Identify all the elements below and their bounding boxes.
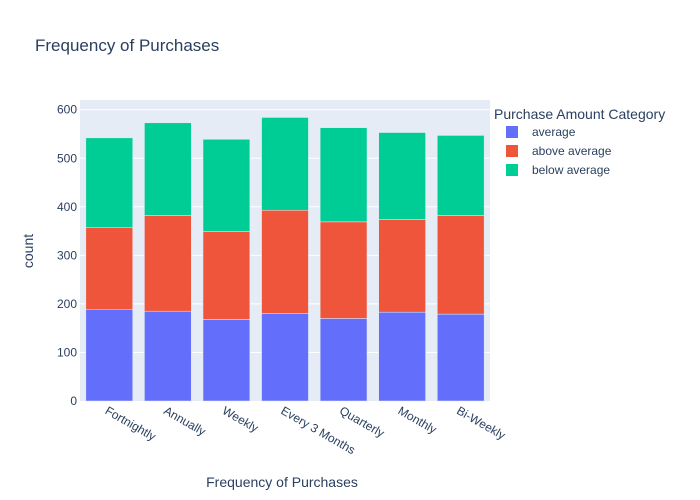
bar-segment [144, 215, 192, 312]
bar-segment [437, 135, 485, 216]
y-tick-label: 500 [57, 151, 77, 165]
y-tick-label: 600 [57, 103, 77, 117]
legend-swatch [506, 126, 518, 138]
bar-segment [202, 139, 251, 232]
legend: Purchase Amount Category average above av… [494, 106, 665, 177]
x-tick-label: Weekly [220, 403, 261, 435]
bar-segment [319, 318, 368, 402]
x-tick-label: Annually [161, 403, 208, 438]
bar-segment [144, 310, 192, 402]
x-tick-label: Fortnightly [103, 403, 159, 443]
bar-segment [202, 231, 251, 320]
bar-segment [378, 132, 426, 220]
y-tick-label: 100 [57, 345, 77, 359]
bar-segment [378, 219, 426, 313]
x-tick-label: Quarterly [337, 403, 387, 440]
chart-title: Frequency of Purchases [35, 36, 219, 55]
bars-group [85, 117, 485, 402]
bar-segment [261, 313, 309, 402]
legend-label: average [532, 125, 576, 139]
bar-segment [437, 215, 485, 315]
legend-swatch [506, 145, 518, 157]
bar-segment [85, 308, 133, 402]
bar-segment [319, 221, 368, 319]
legend-label: below average [532, 163, 610, 177]
y-tick-label: 200 [57, 297, 77, 311]
y-axis-ticks: 0 100 200 300 400 500 600 [57, 103, 77, 408]
x-tick-label: Bi-Weekly [454, 403, 508, 442]
x-axis-title: Frequency of Purchases [206, 474, 358, 490]
bar-segment [202, 319, 251, 402]
bar-segment [85, 227, 133, 310]
bar-segment [319, 127, 368, 223]
x-tick-label: Monthly [396, 403, 439, 436]
bar-segment [144, 122, 192, 216]
bar-segment [437, 313, 485, 402]
bar-segment [378, 311, 426, 402]
bar-segment [261, 209, 309, 314]
x-axis-ticks: Fortnightly Annually Weekly Every 3 MonthsQ… [103, 403, 508, 457]
y-tick-label: 0 [70, 394, 77, 408]
y-tick-label: 300 [57, 248, 77, 262]
y-tick-label: 400 [57, 200, 77, 214]
legend-title: Purchase Amount Category [494, 106, 665, 122]
bar-segment [85, 137, 133, 228]
legend-label: above average [532, 144, 612, 158]
legend-swatch [506, 164, 518, 176]
y-axis-title: count [20, 234, 36, 268]
bar-segment [261, 117, 309, 211]
